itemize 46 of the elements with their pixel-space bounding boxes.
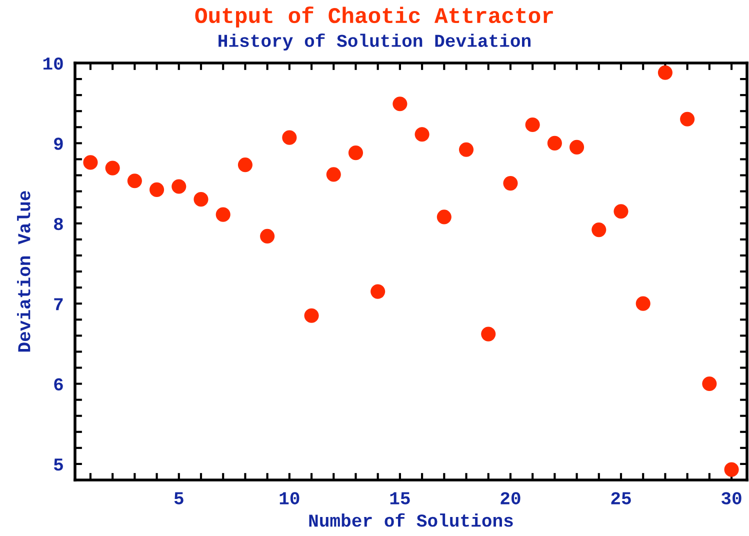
x-tick-label: 5 <box>174 492 184 504</box>
point <box>724 462 739 477</box>
x-tick-label: 15 <box>390 492 410 504</box>
point <box>216 207 230 222</box>
point <box>458 142 474 157</box>
x-axis-title: Number of Solutions <box>309 513 513 527</box>
point <box>370 284 386 299</box>
point <box>326 167 341 182</box>
point <box>304 308 319 323</box>
chart-title: Output of Chaotic Attractor <box>195 6 553 28</box>
point <box>83 155 98 170</box>
y-tick-label: 10 <box>43 57 63 70</box>
point <box>525 117 540 132</box>
chart-subtitle: History of Solution Deviation <box>218 33 530 51</box>
point <box>282 130 297 145</box>
point <box>614 204 628 219</box>
point <box>392 96 408 112</box>
point <box>260 228 275 244</box>
point <box>702 376 717 392</box>
y-tick-label: 9 <box>54 138 63 150</box>
point <box>636 296 650 311</box>
x-tick-label: 30 <box>722 492 742 504</box>
y-tick-label: 7 <box>54 298 63 310</box>
y-tick-label: 6 <box>54 378 63 390</box>
point <box>194 192 208 207</box>
point <box>127 174 142 188</box>
point <box>238 158 252 172</box>
point <box>348 146 364 160</box>
y-axis-title: Deviation Value <box>17 191 30 352</box>
point <box>592 222 606 238</box>
point <box>414 127 430 142</box>
point <box>172 179 186 194</box>
point <box>503 176 518 191</box>
point <box>105 160 120 176</box>
point <box>658 65 672 80</box>
x-tick-label: 25 <box>611 492 631 504</box>
point <box>680 112 695 126</box>
x-tick-label: 20 <box>500 492 520 504</box>
point <box>481 326 496 342</box>
y-tick-label: 5 <box>54 458 63 471</box>
point <box>547 136 562 150</box>
point <box>570 140 584 154</box>
point <box>150 182 164 197</box>
x-tick-label: 10 <box>280 492 300 504</box>
point <box>436 210 452 224</box>
y-tick-label: 8 <box>54 218 63 230</box>
